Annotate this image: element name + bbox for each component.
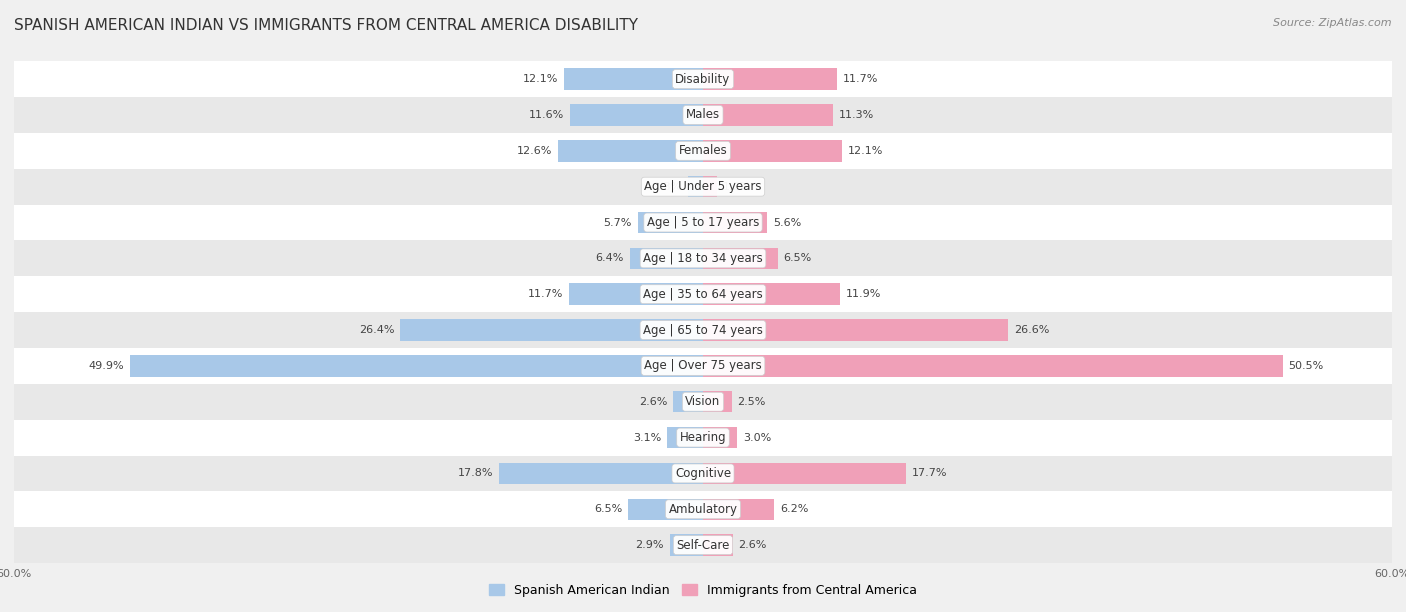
Text: SPANISH AMERICAN INDIAN VS IMMIGRANTS FROM CENTRAL AMERICA DISABILITY: SPANISH AMERICAN INDIAN VS IMMIGRANTS FR…	[14, 18, 638, 34]
Text: 2.9%: 2.9%	[636, 540, 664, 550]
Bar	[637, 212, 703, 233]
Text: 12.1%: 12.1%	[848, 146, 883, 156]
Bar	[14, 133, 1392, 169]
Bar	[630, 248, 703, 269]
Text: 1.2%: 1.2%	[723, 182, 751, 192]
Text: Hearing: Hearing	[679, 431, 727, 444]
Text: Age | 5 to 17 years: Age | 5 to 17 years	[647, 216, 759, 229]
Bar	[14, 61, 1392, 97]
Text: Females: Females	[679, 144, 727, 157]
Bar	[568, 283, 703, 305]
Bar	[703, 69, 838, 90]
Bar	[14, 527, 1392, 563]
Text: 17.8%: 17.8%	[457, 468, 494, 479]
Text: 12.6%: 12.6%	[517, 146, 553, 156]
Bar	[628, 499, 703, 520]
Bar	[14, 491, 1392, 527]
Text: 6.2%: 6.2%	[780, 504, 808, 514]
Bar	[14, 420, 1392, 455]
Bar	[669, 534, 703, 556]
Text: 2.5%: 2.5%	[738, 397, 766, 407]
Text: 3.0%: 3.0%	[744, 433, 772, 442]
Text: Age | 35 to 64 years: Age | 35 to 64 years	[643, 288, 763, 300]
Text: 26.4%: 26.4%	[359, 325, 394, 335]
Bar	[673, 391, 703, 412]
Bar	[688, 176, 703, 198]
Text: 5.7%: 5.7%	[603, 217, 631, 228]
Text: 12.1%: 12.1%	[523, 74, 558, 84]
Bar	[14, 241, 1392, 276]
Text: 11.6%: 11.6%	[529, 110, 564, 120]
Bar	[703, 534, 733, 556]
Text: Age | 65 to 74 years: Age | 65 to 74 years	[643, 324, 763, 337]
Bar	[558, 140, 703, 162]
Text: 17.7%: 17.7%	[912, 468, 948, 479]
Bar	[703, 212, 768, 233]
Bar	[703, 104, 832, 125]
Bar	[668, 427, 703, 449]
Bar	[703, 248, 778, 269]
Bar	[14, 384, 1392, 420]
Text: 6.4%: 6.4%	[595, 253, 624, 263]
Text: Self-Care: Self-Care	[676, 539, 730, 551]
Bar	[14, 97, 1392, 133]
Text: 1.3%: 1.3%	[654, 182, 682, 192]
Bar	[14, 312, 1392, 348]
Bar	[703, 391, 731, 412]
Bar	[569, 104, 703, 125]
Bar	[14, 455, 1392, 491]
Text: 6.5%: 6.5%	[595, 504, 623, 514]
Text: Cognitive: Cognitive	[675, 467, 731, 480]
Text: Vision: Vision	[685, 395, 721, 408]
Text: Disability: Disability	[675, 73, 731, 86]
Bar	[564, 69, 703, 90]
Text: 49.9%: 49.9%	[89, 361, 124, 371]
Text: Age | Over 75 years: Age | Over 75 years	[644, 359, 762, 372]
Bar	[703, 499, 775, 520]
Text: 6.5%: 6.5%	[783, 253, 811, 263]
Text: Age | 18 to 34 years: Age | 18 to 34 years	[643, 252, 763, 265]
Text: Ambulatory: Ambulatory	[668, 503, 738, 516]
Text: Source: ZipAtlas.com: Source: ZipAtlas.com	[1274, 18, 1392, 28]
Bar	[703, 283, 839, 305]
Bar	[703, 355, 1282, 376]
Bar	[703, 176, 717, 198]
Bar	[703, 140, 842, 162]
Bar	[703, 427, 738, 449]
Text: 3.1%: 3.1%	[634, 433, 662, 442]
Bar	[14, 204, 1392, 241]
Text: 11.7%: 11.7%	[844, 74, 879, 84]
Text: Age | Under 5 years: Age | Under 5 years	[644, 180, 762, 193]
Text: 5.6%: 5.6%	[773, 217, 801, 228]
Bar	[14, 169, 1392, 204]
Bar	[703, 463, 907, 484]
Text: 50.5%: 50.5%	[1289, 361, 1324, 371]
Bar	[703, 319, 1008, 341]
Bar	[499, 463, 703, 484]
Text: 11.9%: 11.9%	[845, 289, 880, 299]
Text: 11.3%: 11.3%	[838, 110, 873, 120]
Legend: Spanish American Indian, Immigrants from Central America: Spanish American Indian, Immigrants from…	[484, 579, 922, 602]
Text: 26.6%: 26.6%	[1014, 325, 1049, 335]
Bar	[129, 355, 703, 376]
Text: 2.6%: 2.6%	[738, 540, 766, 550]
Bar	[14, 348, 1392, 384]
Text: Males: Males	[686, 108, 720, 121]
Bar	[399, 319, 703, 341]
Text: 11.7%: 11.7%	[527, 289, 562, 299]
Bar	[14, 276, 1392, 312]
Text: 2.6%: 2.6%	[640, 397, 668, 407]
